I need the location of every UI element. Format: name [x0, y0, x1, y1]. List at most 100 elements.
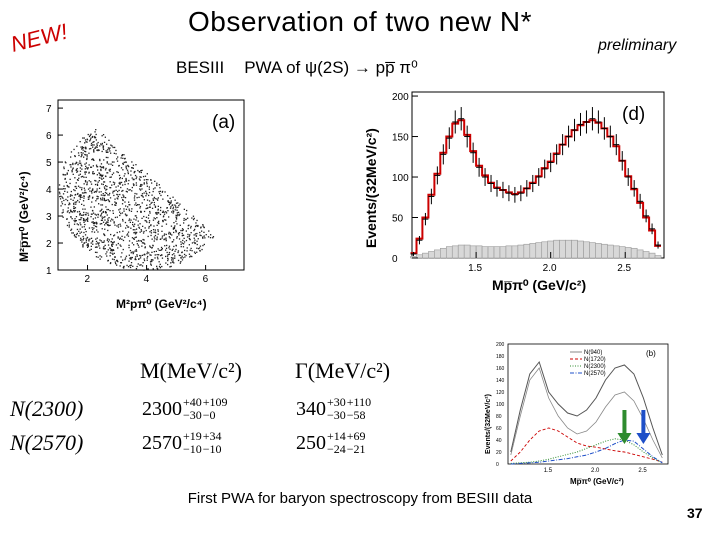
component-y-tick-label: 100 — [496, 402, 505, 408]
dalitz-points — [58, 129, 215, 271]
spectrum-background-bar — [571, 239, 578, 259]
dalitz-x-ticks: 2 4 6 — [85, 265, 209, 285]
spectrum-background-bar — [553, 239, 560, 259]
preliminary-label: preliminary — [598, 37, 677, 54]
component-y-tick-label: 120 — [496, 390, 505, 396]
mass-value: 2300 +40 −30 +109 −0 — [142, 396, 228, 422]
component-y-tick-label: 60 — [496, 426, 502, 432]
component-x-ticks: 1.5 2.0 2.5 — [544, 468, 648, 474]
slide-footer: First PWA for baryon spectroscopy from B… — [187, 490, 533, 507]
page-number: 37 — [687, 505, 703, 521]
spectrum-data-point — [601, 117, 608, 140]
spectrum-data-point — [595, 110, 602, 134]
state-name: N(2300) — [10, 396, 84, 421]
dalitz-x-label: M²pπ⁰ (GeV²/c⁴) — [116, 297, 207, 311]
spectrum-data-point — [458, 107, 465, 131]
spectrum-data-point — [535, 168, 542, 186]
dalitz-y-tick-label: 4 — [46, 185, 52, 196]
spectrum-data-point — [559, 134, 566, 156]
component-series-2 — [510, 427, 663, 463]
spectrum-data-point — [571, 118, 578, 142]
spectrum-data-point — [613, 134, 620, 156]
spectrum-data-point — [643, 209, 650, 223]
spectrum-background-bar — [559, 239, 566, 259]
spectrum-background-bar — [422, 252, 429, 259]
component-y-tick-label: 40 — [496, 438, 502, 444]
dalitz-y-ticks: 1 2 3 4 5 6 7 — [46, 104, 63, 277]
annotation-arrow-N(2300) — [617, 410, 632, 444]
width-uncertainty: +110 −58 — [346, 395, 372, 422]
dalitz-y-label: M²p̅π⁰ (GeV²/c⁴) — [17, 171, 31, 262]
collaboration-name: BESIII — [176, 58, 225, 77]
spectrum-data-point — [464, 125, 471, 148]
spectrum-data-point — [565, 125, 572, 148]
component-series-3 — [510, 438, 663, 464]
spectrum-data-point — [547, 152, 554, 173]
spectrum-background-bar — [493, 246, 501, 259]
component-x-label: Mp̅π⁰ (GeV/c²) — [570, 477, 624, 486]
spectrum-x-tick-label: 1.5 — [468, 263, 482, 274]
dalitz-y-tick-label: 5 — [46, 158, 52, 169]
spectrum-background-bar — [523, 243, 531, 259]
mass-uncertainty: +34 −10 — [202, 429, 222, 456]
spectrum-background-bar — [511, 245, 519, 259]
spectrum-data-point — [476, 157, 483, 177]
mass-central: 2300 — [142, 397, 182, 420]
component-annotations — [617, 410, 651, 444]
spectrum-background-bar — [434, 249, 441, 259]
spectrum-background-bar — [499, 246, 507, 259]
spectrum-background-bar — [428, 251, 435, 259]
width-value: 340 +30 −30 +110 −58 — [296, 396, 371, 422]
new-badge: NEW! — [8, 19, 70, 52]
spectrum-data-point — [422, 212, 429, 226]
spectrum-data-point — [625, 168, 632, 186]
component-legend: N(940)N(1720)N(2300)N(2570) — [570, 350, 606, 377]
spectrum-x-tick-label: 2.0 — [543, 263, 557, 274]
dalitz-x-tick-label: 2 — [85, 274, 91, 285]
spectrum-background-bar — [636, 249, 644, 259]
component-y-tick-label: 160 — [496, 366, 505, 372]
dalitz-y-tick-label: 6 — [46, 131, 52, 142]
dalitz-frame — [57, 99, 245, 271]
spectrum-data-point — [619, 151, 626, 171]
spectrum-y-tick-label: 0 — [392, 254, 398, 265]
dalitz-x-tick-label: 4 — [144, 274, 150, 285]
spectrum-data-point — [553, 144, 560, 165]
spectrum-background-bar — [469, 245, 477, 259]
component-legend-label: N(2300) — [584, 364, 606, 370]
dalitz-y-tick-label: 1 — [46, 266, 52, 277]
slide-title: Observation of two new N* — [188, 6, 532, 37]
mass-uncertainty: +19 −10 — [183, 429, 202, 456]
spectrum-background-bar — [445, 246, 453, 259]
spectrum-y-tick-label: 150 — [392, 133, 409, 144]
slide-subtitle: BESIII PWA of ψ(2S) → pp̅ π⁰ — [176, 58, 418, 78]
spectrum-data-point — [589, 107, 596, 131]
spectrum-data-point — [655, 241, 662, 249]
spectrum-y-label: Events/(32MeV/c²) — [363, 128, 379, 248]
spectrum-background-bar — [589, 242, 596, 259]
spectrum-data-point — [577, 112, 584, 136]
spectrum-data-point — [517, 185, 524, 202]
width-uncertainty: +30 −30 — [327, 395, 346, 422]
mass-uncertainty: +109 −0 — [202, 395, 228, 422]
component-y-ticks: 0 20 40 60 80 100 120 140 160 180 200 — [496, 342, 505, 468]
spectrum-y-ticks: 0 50 100 150 200 — [392, 92, 418, 265]
spectrum-data-point — [470, 142, 477, 163]
spectrum-background-bar — [583, 241, 590, 259]
spectrum-data-point — [523, 180, 530, 197]
mass-header: M(MeV/c²) — [140, 358, 242, 383]
component-y-tick-label: 80 — [496, 414, 502, 420]
width-central: 250 — [296, 431, 326, 454]
component-fit-chart: N(940)N(1720)N(2300)N(2570) 1.5 2.0 2.5 0 2… — [485, 342, 669, 486]
dalitz-plot-chart: 2 4 6 1 2 3 4 5 6 7 (a) M²pπ⁰ (GeV²/c⁴) M²p̅π⁰ (… — [17, 99, 245, 311]
component-series-4 — [510, 439, 663, 465]
spectrum-y-tick-label: 200 — [392, 92, 409, 103]
mass-central: 2570 — [142, 431, 182, 454]
spectrum-background-bar — [517, 244, 525, 259]
spectrum-background-bar — [642, 251, 650, 259]
width-header: Γ(MeV/c²) — [295, 358, 391, 383]
spectrum-background-bar — [541, 241, 548, 259]
spectrum-background-bar — [654, 255, 662, 259]
component-legend-label: N(1720) — [584, 357, 606, 363]
spectrum-background-bar — [565, 239, 572, 259]
